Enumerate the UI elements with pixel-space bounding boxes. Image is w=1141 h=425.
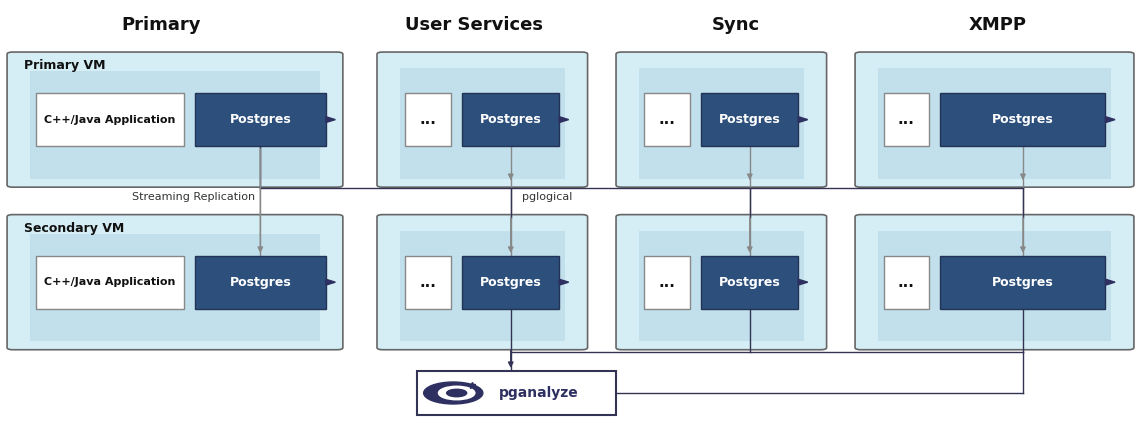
Text: XMPP: XMPP: [969, 16, 1027, 34]
FancyBboxPatch shape: [30, 234, 321, 341]
Text: Primary VM: Primary VM: [24, 59, 106, 72]
Text: User Services: User Services: [405, 16, 543, 34]
FancyBboxPatch shape: [462, 93, 559, 146]
FancyBboxPatch shape: [616, 52, 826, 187]
FancyBboxPatch shape: [416, 371, 616, 415]
FancyBboxPatch shape: [7, 215, 342, 350]
Text: ...: ...: [898, 275, 915, 290]
FancyBboxPatch shape: [405, 93, 451, 146]
FancyBboxPatch shape: [940, 256, 1106, 309]
FancyBboxPatch shape: [399, 68, 565, 179]
Text: Postgres: Postgres: [229, 113, 291, 126]
FancyBboxPatch shape: [377, 52, 588, 187]
Text: Postgres: Postgres: [480, 276, 542, 289]
Polygon shape: [799, 116, 808, 122]
Text: Secondary VM: Secondary VM: [24, 222, 124, 235]
Text: ...: ...: [898, 112, 915, 127]
Text: pglogical: pglogical: [523, 192, 573, 202]
FancyBboxPatch shape: [399, 231, 565, 341]
FancyBboxPatch shape: [195, 256, 326, 309]
FancyBboxPatch shape: [645, 256, 690, 309]
Polygon shape: [326, 116, 335, 122]
FancyBboxPatch shape: [877, 231, 1111, 341]
FancyBboxPatch shape: [702, 256, 799, 309]
Text: ...: ...: [420, 275, 437, 290]
Text: C++/Java Application: C++/Java Application: [43, 115, 176, 125]
FancyBboxPatch shape: [639, 231, 804, 341]
FancyBboxPatch shape: [405, 256, 451, 309]
Text: Postgres: Postgres: [992, 113, 1054, 126]
Circle shape: [423, 382, 483, 404]
Text: ...: ...: [420, 112, 437, 127]
Polygon shape: [559, 279, 568, 285]
Text: Primary: Primary: [121, 16, 201, 34]
FancyBboxPatch shape: [377, 215, 588, 350]
FancyBboxPatch shape: [30, 71, 321, 179]
Text: Postgres: Postgres: [719, 113, 780, 126]
Text: Postgres: Postgres: [992, 276, 1054, 289]
FancyBboxPatch shape: [702, 93, 799, 146]
Text: C++/Java Application: C++/Java Application: [43, 277, 176, 287]
FancyBboxPatch shape: [883, 93, 929, 146]
Text: Sync: Sync: [712, 16, 760, 34]
Text: Postgres: Postgres: [719, 276, 780, 289]
Text: ...: ...: [658, 112, 675, 127]
Text: Postgres: Postgres: [480, 113, 542, 126]
Polygon shape: [559, 116, 568, 122]
FancyBboxPatch shape: [195, 93, 326, 146]
Polygon shape: [1106, 279, 1115, 285]
FancyBboxPatch shape: [639, 68, 804, 179]
Polygon shape: [1106, 116, 1115, 122]
FancyBboxPatch shape: [462, 256, 559, 309]
FancyBboxPatch shape: [855, 52, 1134, 187]
Text: Postgres: Postgres: [229, 276, 291, 289]
Circle shape: [438, 386, 475, 400]
FancyBboxPatch shape: [940, 93, 1106, 146]
FancyBboxPatch shape: [616, 215, 826, 350]
FancyBboxPatch shape: [7, 52, 342, 187]
Text: Streaming Replication: Streaming Replication: [131, 192, 254, 202]
FancyBboxPatch shape: [855, 215, 1134, 350]
Text: pganalyze: pganalyze: [499, 386, 578, 400]
FancyBboxPatch shape: [883, 256, 929, 309]
FancyBboxPatch shape: [877, 68, 1111, 179]
Polygon shape: [326, 279, 335, 285]
Circle shape: [446, 389, 467, 397]
FancyBboxPatch shape: [645, 93, 690, 146]
Polygon shape: [799, 279, 808, 285]
FancyBboxPatch shape: [35, 256, 184, 309]
Text: ...: ...: [658, 275, 675, 290]
FancyBboxPatch shape: [35, 93, 184, 146]
